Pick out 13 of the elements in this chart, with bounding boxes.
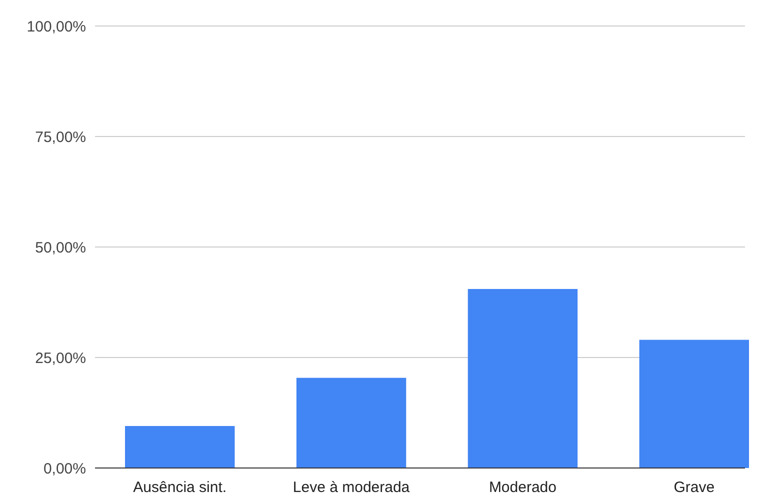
y-tick-label: 0,00% [43,460,86,478]
y-tick-label: 25,00% [35,350,86,367]
x-tick-label: Leve à moderada [292,479,410,496]
y-tick-label: 100,00% [26,18,86,36]
bar [125,426,235,468]
x-tick-label: Ausência sint. [133,479,227,496]
bar [296,378,406,468]
bar [639,340,749,468]
x-tick-label: Grave [674,479,715,496]
x-tick-label: Moderado [488,479,556,496]
y-tick-label: 75,00% [35,128,86,146]
bar [468,288,578,468]
y-tick-label: 50,00% [35,239,86,256]
